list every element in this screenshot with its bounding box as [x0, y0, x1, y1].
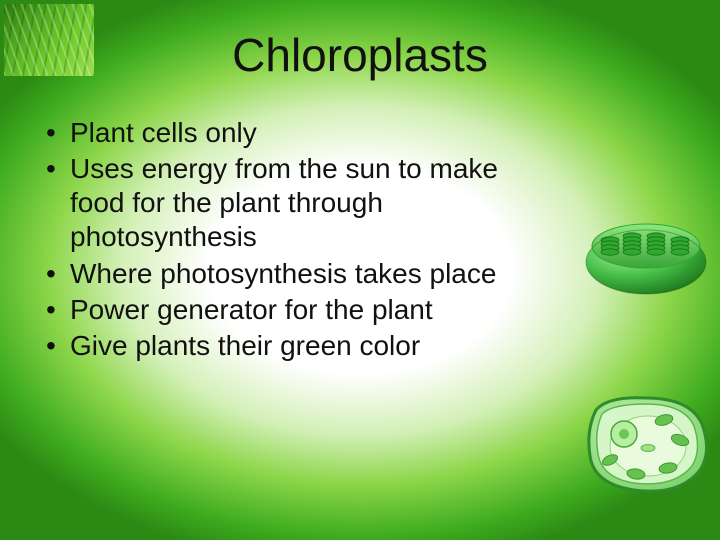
bullet-item: Uses energy from the sun to make food fo…	[44, 152, 554, 254]
bullet-list: Plant cells only Uses energy from the su…	[44, 116, 554, 365]
plant-cell-icon	[576, 390, 714, 498]
bullet-item: Where photosynthesis takes place	[44, 257, 554, 291]
slide-title: Chloroplasts	[0, 28, 720, 82]
bullet-item: Plant cells only	[44, 116, 554, 150]
bullet-item: Give plants their green color	[44, 329, 554, 363]
bullet-item: Power generator for the plant	[44, 293, 554, 327]
chloroplast-icon	[582, 210, 710, 298]
slide: Chloroplasts Plant cells only Uses energ…	[0, 0, 720, 540]
